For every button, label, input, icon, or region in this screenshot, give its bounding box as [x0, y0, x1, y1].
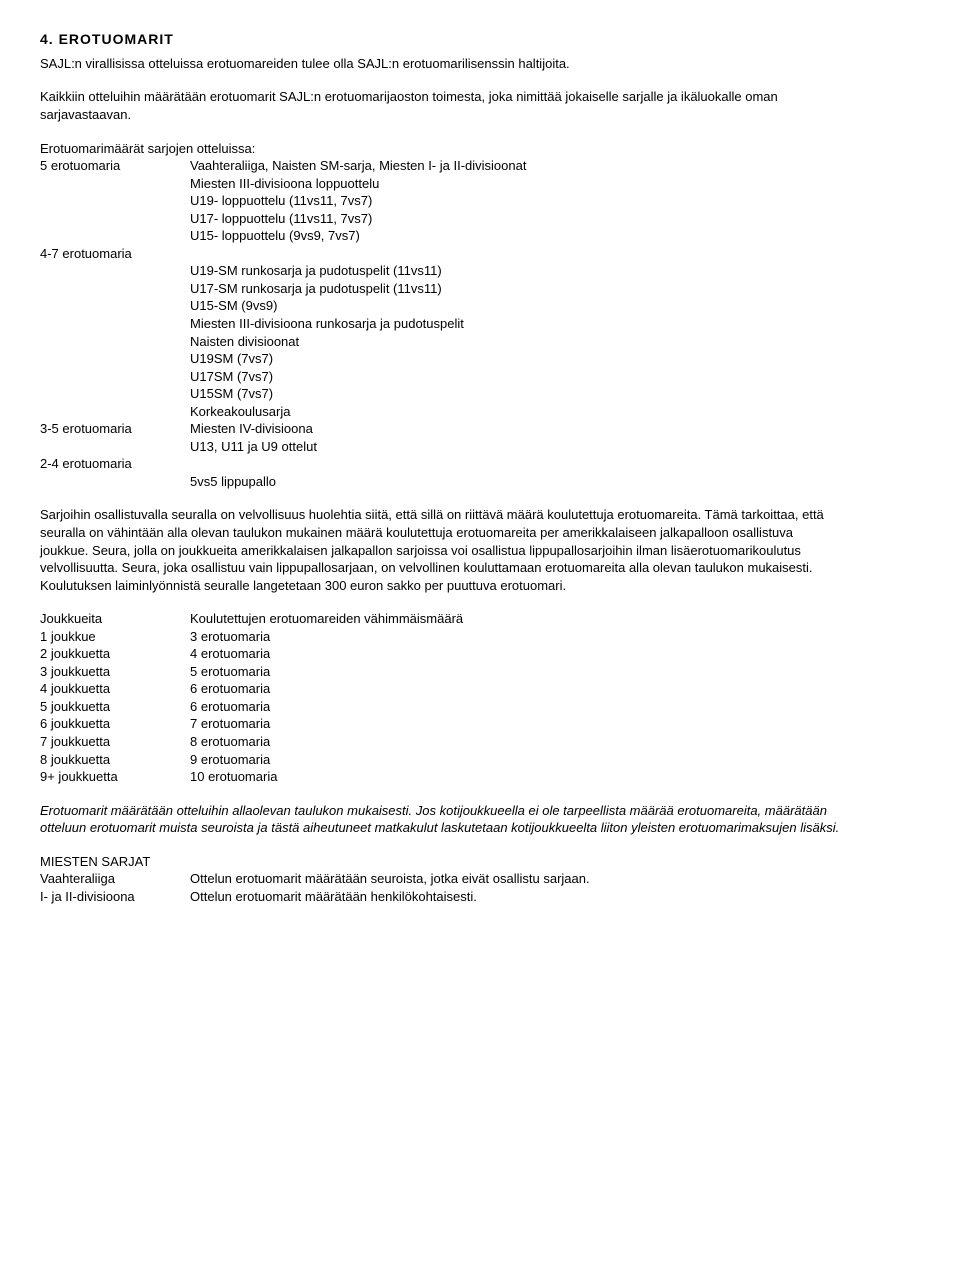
mens-series-row: I- ja II-divisioona Ottelun erotuomarit …	[40, 888, 840, 906]
referee-row-4-7-line: Naisten divisioonat	[190, 333, 840, 351]
teams-row-val: 8 erotuomaria	[190, 733, 840, 751]
referee-row-3-5-line: U13, U11 ja U9 ottelut	[190, 438, 840, 456]
paragraph-assignment: Kaikkiin otteluihin määrätään erotuomari…	[40, 88, 840, 123]
referee-row-4-7-line: U17SM (7vs7)	[190, 368, 840, 386]
referee-row-5-line: U15- loppuottelu (9vs9, 7vs7)	[190, 227, 840, 245]
referee-row-3-5-values: Miesten IV-divisioona U13, U11 ja U9 ott…	[190, 420, 840, 455]
mens-series-table: MIESTEN SARJAT Vaahteraliiga Ottelun ero…	[40, 853, 840, 906]
teams-row-key: 7 joukkuetta	[40, 733, 190, 751]
teams-row-val: 6 erotuomaria	[190, 680, 840, 698]
teams-row: 8 joukkuetta 9 erotuomaria	[40, 751, 840, 769]
referee-row-2-4-line: 5vs5 lippupallo	[190, 473, 840, 491]
referee-row-5: 5 erotuomaria Vaahteraliiga, Naisten SM-…	[40, 157, 840, 245]
teams-row: 2 joukkuetta 4 erotuomaria	[40, 645, 840, 663]
referee-row-4-7-line: U17-SM runkosarja ja pudotuspelit (11vs1…	[190, 280, 840, 298]
paragraph-license: SAJL:n virallisissa otteluissa erotuomar…	[40, 55, 840, 73]
referee-row-4-7-line: U19-SM runkosarja ja pudotuspelit (11vs1…	[190, 262, 840, 280]
referee-row-3-5-line: Miesten IV-divisioona	[190, 420, 840, 438]
referee-row-2-4-values	[190, 455, 840, 473]
referee-row-4-7-line: Miesten III-divisioona runkosarja ja pud…	[190, 315, 840, 333]
teams-row-key: 4 joukkuetta	[40, 680, 190, 698]
teams-row-key: 6 joukkuetta	[40, 715, 190, 733]
section-heading: 4. EROTUOMARIT	[40, 30, 840, 49]
teams-row: 9+ joukkuetta 10 erotuomaria	[40, 768, 840, 786]
referee-row-4-7-lines: U19-SM runkosarja ja pudotuspelit (11vs1…	[190, 262, 840, 420]
referee-row-2-4: 2-4 erotuomaria	[40, 455, 840, 473]
teams-row: 7 joukkuetta 8 erotuomaria	[40, 733, 840, 751]
mens-series-row-key: Vaahteraliiga	[40, 870, 190, 888]
teams-row-key: 9+ joukkuetta	[40, 768, 190, 786]
referee-row-2-4-key: 2-4 erotuomaria	[40, 455, 190, 473]
referee-row-4-7-key: 4-7 erotuomaria	[40, 245, 190, 263]
teams-row: 6 joukkuetta 7 erotuomaria	[40, 715, 840, 733]
teams-row-val: 10 erotuomaria	[190, 768, 840, 786]
referee-row-3-5: 3-5 erotuomaria Miesten IV-divisioona U1…	[40, 420, 840, 455]
teams-header-val: Koulutettujen erotuomareiden vähimmäismä…	[190, 610, 840, 628]
referee-row-4-7-line: U19SM (7vs7)	[190, 350, 840, 368]
referee-row-4-7-line: U15SM (7vs7)	[190, 385, 840, 403]
teams-row-val: 9 erotuomaria	[190, 751, 840, 769]
mens-series-row-key: I- ja II-divisioona	[40, 888, 190, 906]
referee-row-2-4-body: 5vs5 lippupallo	[40, 473, 840, 491]
teams-row-key: 2 joukkuetta	[40, 645, 190, 663]
referee-row-5-key: 5 erotuomaria	[40, 157, 190, 245]
mens-series-row-val: Ottelun erotuomarit määrätään seuroista,…	[190, 870, 840, 888]
referee-row-4-7-line: U15-SM (9vs9)	[190, 297, 840, 315]
mens-series-row: Vaahteraliiga Ottelun erotuomarit määrät…	[40, 870, 840, 888]
teams-row-val: 7 erotuomaria	[190, 715, 840, 733]
document-page: 4. EROTUOMARIT SAJL:n virallisissa ottel…	[0, 0, 880, 951]
teams-row: 4 joukkuetta 6 erotuomaria	[40, 680, 840, 698]
teams-row-key: 8 joukkuetta	[40, 751, 190, 769]
teams-header-key: Joukkueita	[40, 610, 190, 628]
referee-row-4-7-body: U19-SM runkosarja ja pudotuspelit (11vs1…	[40, 262, 840, 420]
teams-row: 3 joukkuetta 5 erotuomaria	[40, 663, 840, 681]
referee-row-2-4-lines: 5vs5 lippupallo	[190, 473, 840, 491]
referee-row-5-line: U19- loppuottelu (11vs11, 7vs7)	[190, 192, 840, 210]
teams-row-key: 1 joukkue	[40, 628, 190, 646]
referee-row-3-5-key: 3-5 erotuomaria	[40, 420, 190, 455]
teams-row-key: 3 joukkuetta	[40, 663, 190, 681]
paragraph-assignment-note: Erotuomarit määrätään otteluihin allaole…	[40, 802, 840, 837]
teams-row-key: 5 joukkuetta	[40, 698, 190, 716]
referee-row-4-7-values	[190, 245, 840, 263]
teams-row-val: 3 erotuomaria	[190, 628, 840, 646]
teams-row-val: 6 erotuomaria	[190, 698, 840, 716]
teams-row-val: 5 erotuomaria	[190, 663, 840, 681]
mens-series-header: MIESTEN SARJAT	[40, 853, 840, 871]
mens-series-row-val: Ottelun erotuomarit määrätään henkilökoh…	[190, 888, 840, 906]
referee-row-5-line: Vaahteraliiga, Naisten SM-sarja, Miesten…	[190, 157, 840, 175]
teams-table: Joukkueita Koulutettujen erotuomareiden …	[40, 610, 840, 785]
referee-counts-list: Erotuomarimäärät sarjojen otteluissa: 5 …	[40, 140, 840, 491]
teams-row-val: 4 erotuomaria	[190, 645, 840, 663]
teams-header-row: Joukkueita Koulutettujen erotuomareiden …	[40, 610, 840, 628]
teams-row: 1 joukkue 3 erotuomaria	[40, 628, 840, 646]
referee-row-5-line: U17- loppuottelu (11vs11, 7vs7)	[190, 210, 840, 228]
referee-row-4-7-line: Korkeakoulusarja	[190, 403, 840, 421]
referee-row-5-line: Miesten III-divisioona loppuottelu	[190, 175, 840, 193]
paragraph-obligation: Sarjoihin osallistuvalla seuralla on vel…	[40, 506, 840, 594]
referee-counts-title: Erotuomarimäärät sarjojen otteluissa:	[40, 140, 840, 158]
referee-row-4-7: 4-7 erotuomaria	[40, 245, 840, 263]
referee-row-5-values: Vaahteraliiga, Naisten SM-sarja, Miesten…	[190, 157, 840, 245]
teams-row: 5 joukkuetta 6 erotuomaria	[40, 698, 840, 716]
